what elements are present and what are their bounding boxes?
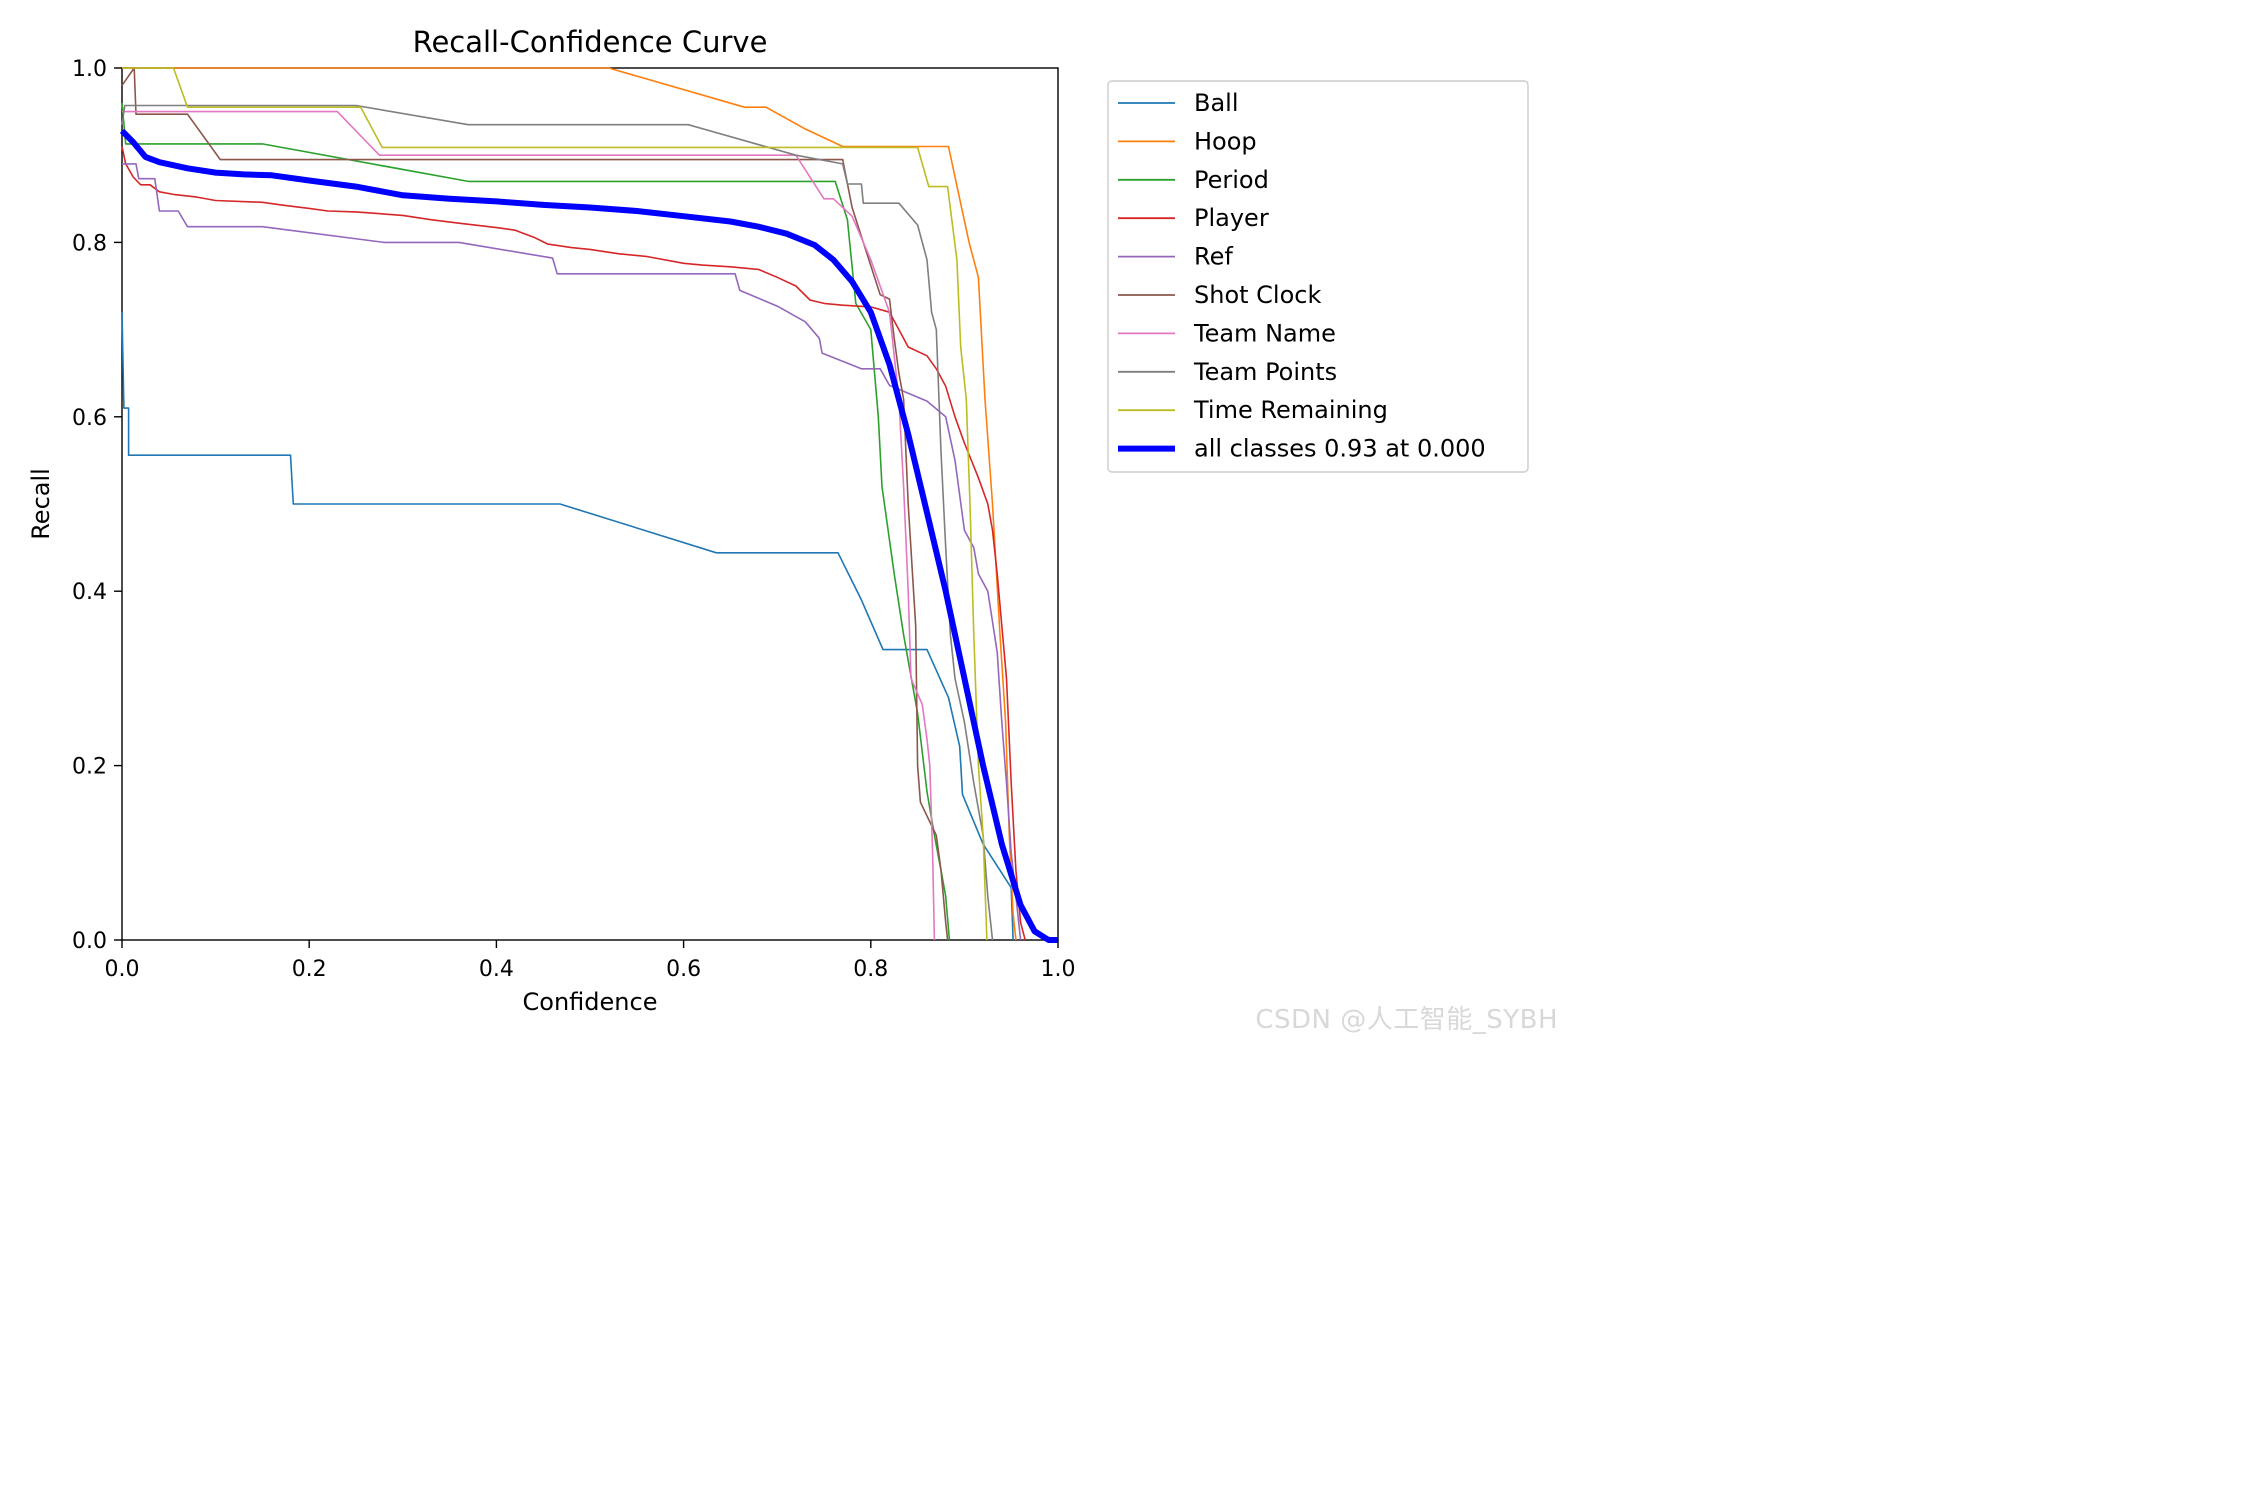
chart-title: Recall-Confidence Curve xyxy=(413,25,768,59)
x-tick-label: 0.8 xyxy=(853,957,888,982)
series-line-ref xyxy=(122,163,1022,941)
legend-label: Time Remaining xyxy=(1193,396,1388,424)
series-line-hoop xyxy=(122,67,1017,941)
legend-frame xyxy=(1107,80,1529,473)
watermark: CSDN @人工智能_SYBH xyxy=(1255,1005,1558,1035)
legend-label: Shot Clock xyxy=(1194,281,1321,309)
legend-label: Team Name xyxy=(1193,319,1336,347)
legend-label: Ball xyxy=(1194,89,1239,117)
series-line-time-remaining xyxy=(122,67,988,941)
x-tick-label: 0.2 xyxy=(292,957,327,982)
y-tick-label: 1.0 xyxy=(72,57,107,82)
legend-label: Ref xyxy=(1194,243,1233,271)
x-tick-label: 1.0 xyxy=(1041,957,1076,982)
series-line-period xyxy=(121,102,951,941)
recall-confidence-chart: Recall-Confidence Curve 0.0 0.2 0.4 0.6 0.8 1… xyxy=(27,25,1529,1016)
x-tick-label: 0.4 xyxy=(479,957,514,982)
legend-label: Team Points xyxy=(1193,358,1337,386)
y-tick-label: 0.8 xyxy=(72,231,107,256)
plot-area xyxy=(119,67,1059,943)
legend-label: all classes 0.93 at 0.000 xyxy=(1194,435,1486,463)
y-tick-label: 0.0 xyxy=(72,929,107,954)
series-line-team-points xyxy=(121,104,994,941)
series-line-ball xyxy=(121,312,1014,941)
x-axis-label: Confidence xyxy=(523,988,658,1016)
legend-label: Period xyxy=(1194,166,1269,194)
legend-label: Hoop xyxy=(1194,127,1257,155)
y-tick-label: 0.4 xyxy=(72,580,107,605)
x-tick-label: 0.0 xyxy=(105,957,140,982)
legend-label: Player xyxy=(1194,204,1269,232)
series-line-player xyxy=(121,146,1026,941)
legend: Ball Hoop Period Player Ref Shot Clock Team Na… xyxy=(1107,80,1529,473)
y-axis-label: Recall xyxy=(27,468,55,540)
series-lines xyxy=(119,67,1058,943)
x-tick-label: 0.6 xyxy=(666,957,701,982)
series-line-shot-clock xyxy=(121,67,949,941)
y-axis-ticks: 0.0 0.2 0.4 0.6 0.8 1.0 xyxy=(72,57,122,954)
y-tick-label: 0.6 xyxy=(72,406,107,431)
x-axis-ticks: 0.0 0.2 0.4 0.6 0.8 1.0 xyxy=(105,940,1076,982)
series-line-all-classes-0-93-at-0-000 xyxy=(119,128,1058,943)
y-tick-label: 0.2 xyxy=(72,755,107,780)
series-line-team-name xyxy=(122,110,936,941)
plot-frame xyxy=(121,67,1059,941)
